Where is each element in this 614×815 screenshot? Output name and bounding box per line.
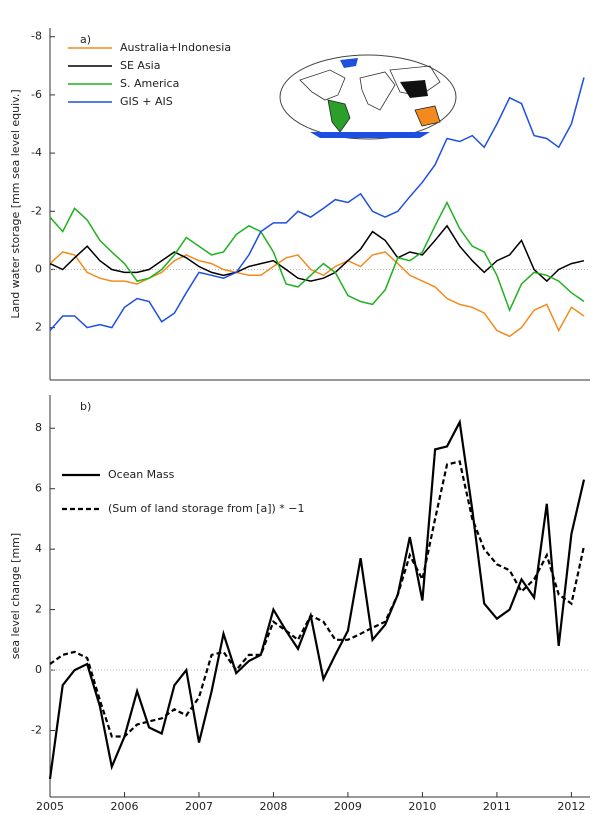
legend-label: Australia+Indonesia — [120, 41, 231, 54]
y-tick-label: 6 — [35, 482, 42, 495]
legend-label: (Sum of land storage from [a]) * −1 — [108, 502, 305, 515]
y-tick-label: -2 — [31, 204, 42, 217]
y-tick-label: -8 — [31, 30, 42, 43]
x-tick-label: 2011 — [483, 800, 511, 813]
y-tick-label: 4 — [35, 542, 42, 555]
y-tick-label: -6 — [31, 88, 42, 101]
x-tick-label: 2007 — [185, 800, 213, 813]
legend-label: S. America — [120, 77, 179, 90]
series-line — [49, 224, 585, 283]
x-tick-label: 2005 — [36, 800, 64, 813]
y-tick-label: 2 — [35, 321, 42, 334]
y-axis-label: sea level change [mm] — [9, 533, 22, 659]
y-tick-label: -2 — [31, 724, 42, 737]
y-tick-label: 0 — [35, 663, 42, 676]
series-line — [49, 200, 585, 313]
x-tick-label: 2006 — [110, 800, 138, 813]
y-tick-label: 8 — [35, 421, 42, 434]
y-tick-label: 0 — [35, 262, 42, 275]
series-line — [48, 418, 586, 780]
legend-label: SE Asia — [120, 59, 160, 72]
x-tick-label: 2010 — [408, 800, 436, 813]
y-tick-label: 2 — [35, 603, 42, 616]
x-tick-label: 2012 — [557, 800, 585, 813]
x-tick-label: 2009 — [334, 800, 362, 813]
panel-label: b) — [80, 400, 91, 413]
series-line — [49, 251, 585, 338]
y-tick-label: -4 — [31, 146, 42, 159]
map-inset — [279, 54, 457, 140]
x-tick-label: 2008 — [259, 800, 287, 813]
series-line — [49, 77, 585, 331]
y-axis-label: Land water storage [mm sea level equiv.] — [9, 89, 22, 318]
legend-label: GIS + AIS — [120, 95, 173, 108]
legend-label: Ocean Mass — [108, 468, 175, 481]
series-line — [49, 460, 586, 738]
panel-label: a) — [80, 33, 91, 46]
